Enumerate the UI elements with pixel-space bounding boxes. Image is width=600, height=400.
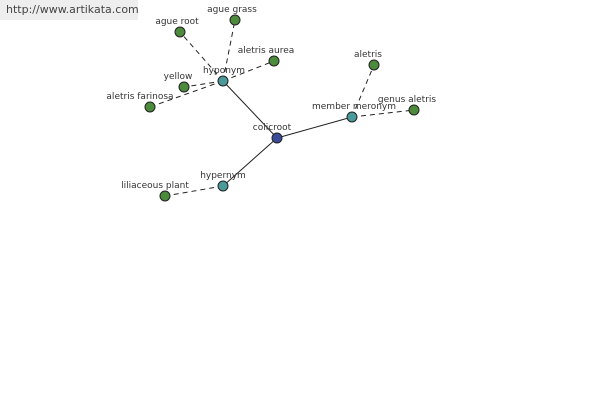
node[interactable] (408, 104, 420, 116)
node-label[interactable]: colicroot (253, 123, 292, 133)
node[interactable] (217, 75, 229, 87)
node-label[interactable]: hyponym (203, 66, 245, 76)
edge (351, 109, 415, 118)
node-label[interactable]: aletris aurea (238, 46, 295, 56)
edge (222, 137, 278, 187)
node-label[interactable]: genus aletris (378, 95, 436, 105)
node[interactable] (229, 14, 241, 26)
site-url[interactable]: http://www.artikata.com (0, 0, 139, 20)
node-label[interactable]: yellow (164, 72, 193, 82)
edge (222, 19, 236, 82)
edge (164, 185, 224, 197)
node[interactable] (346, 111, 358, 123)
node-label[interactable]: aletris (354, 50, 382, 60)
node[interactable] (217, 180, 229, 192)
node[interactable] (174, 26, 186, 38)
node[interactable] (159, 190, 171, 202)
nodes (144, 14, 420, 202)
node-label[interactable]: ague root (155, 17, 199, 27)
node[interactable] (268, 55, 280, 67)
node-label[interactable]: member meronym (312, 102, 396, 112)
node[interactable] (178, 81, 190, 93)
edge (222, 80, 278, 139)
labels: colicroot hyponym member meronym hyperny… (106, 5, 436, 191)
edge (183, 80, 224, 88)
edge (179, 31, 224, 82)
node[interactable] (368, 59, 380, 71)
node[interactable] (144, 101, 156, 113)
edges (149, 19, 415, 197)
node-label[interactable]: ague grass (207, 5, 257, 15)
edge (351, 64, 375, 118)
node[interactable] (271, 132, 283, 144)
edge (149, 80, 224, 108)
node-label[interactable]: aletris farinosa (106, 92, 173, 102)
edge (276, 116, 353, 139)
edge (222, 60, 275, 82)
node-label[interactable]: liliaceous plant (121, 181, 189, 191)
node-label[interactable]: hypernym (200, 171, 246, 181)
